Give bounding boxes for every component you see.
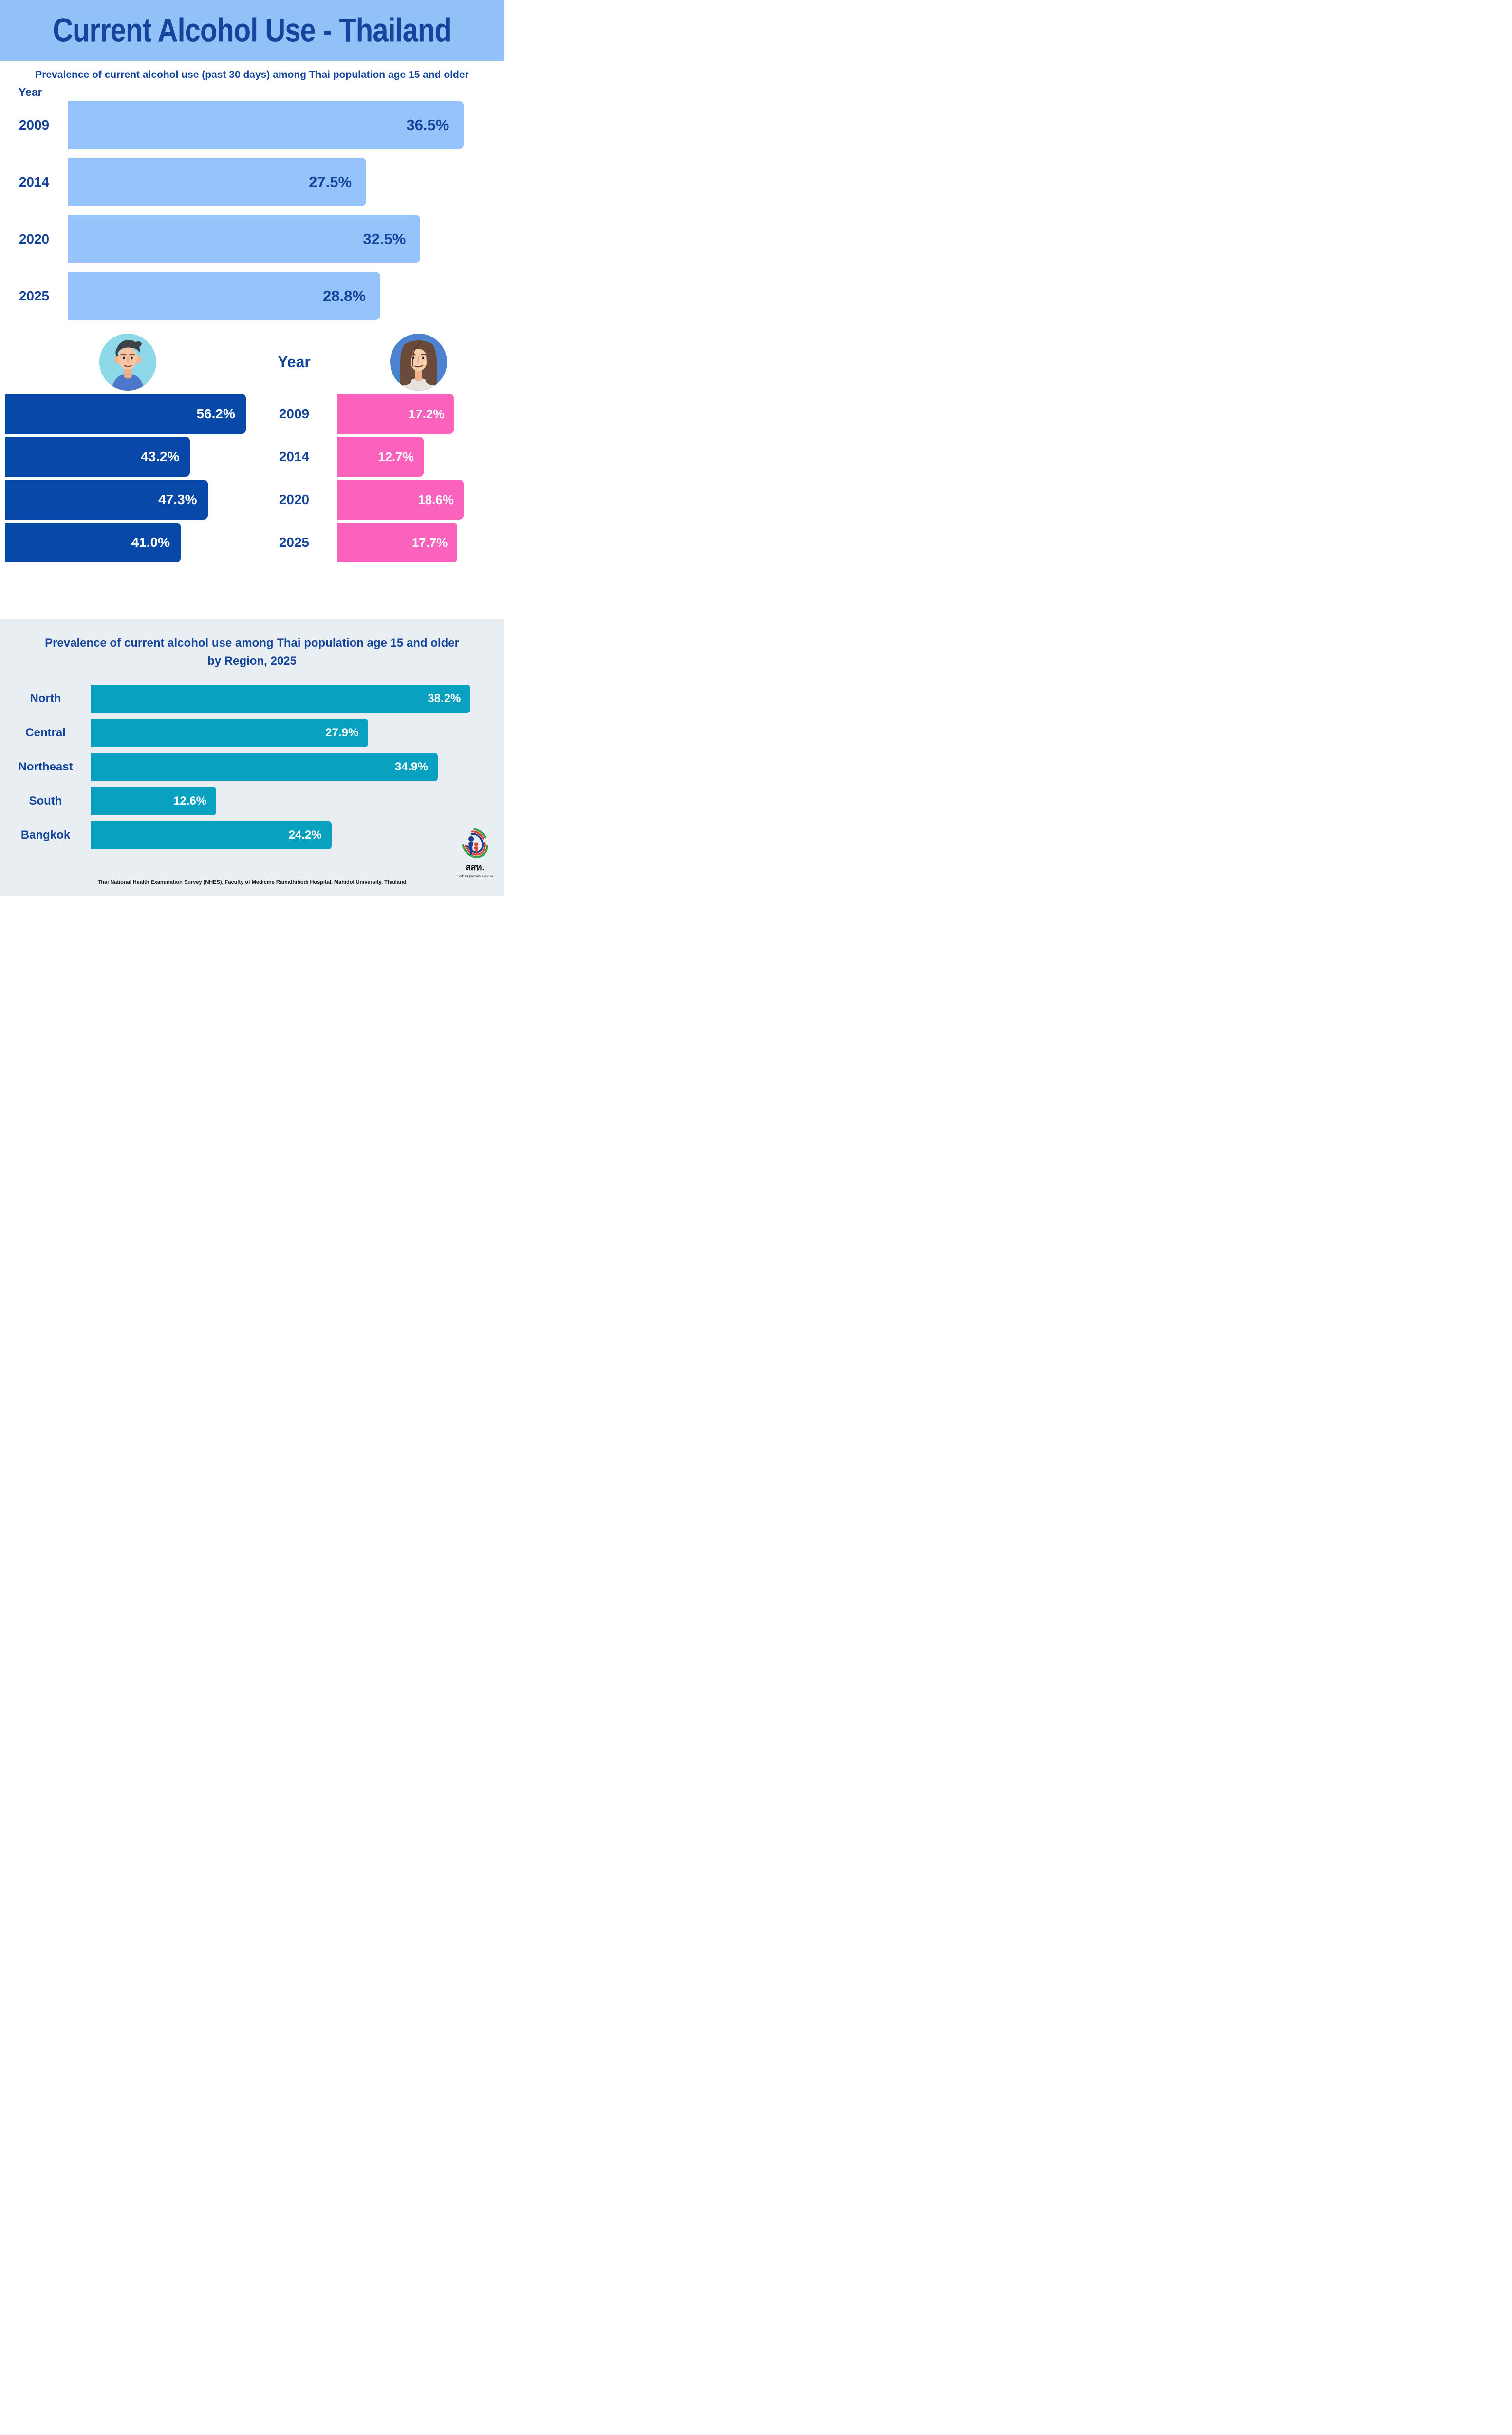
nhes-logo-icon [461,828,488,858]
male-bar-2020: 47.3% [5,480,208,520]
female-value-label: 17.2% [408,406,445,421]
gender-row: 56.2% 2009 17.2% [0,394,504,434]
female-avatar-icon [390,333,447,391]
male-value-label: 43.2% [141,449,180,464]
female-bar-2014: 12.7% [337,437,424,477]
male-bar-2025: 41.0% [5,523,181,562]
region-chart-section: Prevalence of current alcohol use among … [0,619,504,896]
region-label: South [29,794,62,808]
region-title-line2: by Region, 2025 [207,655,297,668]
region-value-label: 34.9% [394,760,428,774]
gender-axis-label: Year [278,353,311,371]
region-row: Bangkok 24.2% [0,821,504,850]
region-row: North 38.2% [0,685,504,713]
trend-value-label: 32.5% [363,230,406,247]
header-band: Current Alcohol Use - Thailand [0,0,504,61]
page-title: Current Alcohol Use - Thailand [53,12,452,49]
male-bar-2009: 56.2% [5,394,246,434]
region-title-line1: Prevalence of current alcohol use among … [45,637,459,650]
region-value-label: 12.6% [173,794,207,808]
region-row: South 12.6% [0,787,504,816]
region-row: Northeast 34.9% [0,753,504,782]
nhes-logo-tagline: การสำรวจสุขภาพประชาชนไทย [456,875,493,878]
nhes-logo-text: สสท. [465,862,485,872]
region-bar-south: 12.6% [91,787,217,816]
region-value-label: 27.9% [325,726,359,740]
female-bar-2009: 17.2% [337,394,454,434]
trend-chart-title: Prevalence of current alcohol use (past … [35,69,469,80]
trend-row: 2009 36.5% [0,101,498,149]
gender-row: 47.3% 2020 18.6% [0,480,504,520]
gender-row: 41.0% 2025 17.7% [0,523,504,562]
region-label: Bangkok [20,828,71,842]
trend-row: 2025 28.8% [0,272,498,320]
trend-value-label: 36.5% [406,116,449,133]
trend-value-label: 28.8% [323,287,366,304]
trend-row: 2020 32.5% [0,215,498,263]
region-bar-central: 27.9% [91,719,369,748]
female-bar-2020: 18.6% [337,480,464,520]
region-label: North [30,692,61,706]
region-bar-bangkok: 24.2% [91,821,332,850]
gender-year-label: 2014 [279,449,310,464]
male-avatar-icon [99,333,156,391]
trend-year-label: 2025 [19,288,50,303]
trend-axis-label: Year [19,86,42,98]
region-label: Central [25,726,66,740]
gender-year-label: 2009 [279,406,310,421]
nhes-logo: สสท. การสำรวจสุขภาพประชาชนไทย [452,827,497,879]
male-bar-2014: 43.2% [5,437,190,477]
region-bar-northeast: 34.9% [91,753,438,782]
trend-year-label: 2014 [19,174,50,189]
gender-year-label: 2020 [279,492,310,507]
region-value-label: 38.2% [428,692,461,706]
trend-chart: Year 2009 36.5% 2014 27.5% 2020 32.5% 20… [0,86,504,320]
trend-year-label: 2009 [19,117,50,132]
gender-row: 43.2% 2014 12.7% [0,437,504,477]
male-value-label: 47.3% [158,492,197,507]
gender-year-label: 2025 [279,535,310,550]
region-row: Central 27.9% [0,719,504,748]
region-label: Northeast [18,760,73,774]
region-value-label: 24.2% [288,828,322,842]
female-bar-2025: 17.7% [337,523,458,562]
female-value-label: 17.7% [411,535,448,550]
male-value-label: 56.2% [196,406,235,421]
region-chart: North 38.2% Central 27.9% Northeast 34.9… [0,685,504,850]
trend-bar-2009: 36.5% [68,101,464,149]
gender-chart-header: Year [0,333,504,391]
trend-bar-2020: 32.5% [68,215,421,263]
trend-row: 2014 27.5% [0,158,498,206]
source-credit: Thai National Health Examination Survey … [97,880,407,885]
female-value-label: 12.7% [378,449,414,464]
trend-year-label: 2020 [19,231,50,246]
trend-bar-2025: 28.8% [68,272,380,320]
trend-value-label: 27.5% [309,173,352,190]
trend-bar-2014: 27.5% [68,158,367,206]
gender-chart: Year [0,333,504,562]
region-chart-title: Prevalence of current alcohol use among … [0,634,504,670]
female-value-label: 18.6% [418,492,454,507]
male-value-label: 41.0% [131,535,170,550]
region-bar-north: 38.2% [91,685,471,713]
